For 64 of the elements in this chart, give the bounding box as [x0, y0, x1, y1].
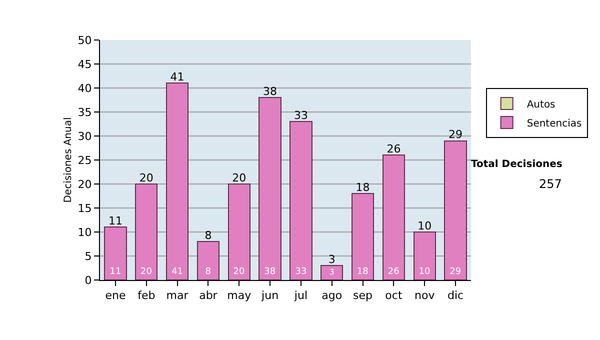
x-tick-label: oct: [385, 289, 403, 302]
data-label: 10: [418, 267, 430, 277]
y-tick-label: 20: [78, 178, 92, 191]
data-label: 18: [356, 267, 369, 277]
total-label: 41: [170, 70, 184, 84]
y-tick-label: 50: [78, 34, 92, 47]
bar: [228, 184, 250, 280]
y-tick-label: 5: [84, 250, 92, 263]
y-tick-label: 0: [84, 274, 92, 287]
y-tick-label: 40: [78, 82, 92, 95]
bar: [196, 241, 220, 280]
bar: [166, 82, 189, 280]
y-axis-title: Decisiones Anual: [62, 117, 74, 203]
total-label: 26: [386, 142, 401, 156]
y-tick-label: 25: [78, 154, 92, 167]
data-label: 38: [264, 267, 276, 277]
data-label: 29: [450, 267, 462, 277]
total-label: 20: [232, 171, 246, 184]
x-tick-label: abr: [199, 289, 218, 302]
total-label: 20: [139, 171, 154, 184]
x-tick-label: mar: [166, 289, 189, 302]
data-label: 20: [233, 267, 245, 277]
bar: [444, 140, 467, 280]
y-tick-label: 45: [78, 58, 92, 71]
total-label: 18: [356, 180, 370, 194]
bar: [290, 121, 312, 280]
x-tick-label: ago: [322, 289, 342, 302]
annotation: Total Decisiones: [471, 159, 562, 170]
bar: [135, 184, 158, 280]
data-label: 26: [388, 267, 400, 277]
data-label: 33: [295, 267, 307, 277]
total-label: 3: [328, 252, 336, 266]
x-tick-label: may: [227, 289, 252, 302]
bar: [382, 154, 406, 280]
x-tick-label: ene: [105, 289, 126, 302]
total-label: 10: [418, 219, 432, 232]
bar: [351, 193, 374, 280]
y-tick-label: 35: [78, 106, 92, 119]
legend-label: Autos: [526, 99, 556, 110]
total-label: 11: [108, 214, 122, 228]
x-tick-label: dic: [447, 289, 464, 302]
data-label: 11: [110, 267, 122, 277]
total-label: 33: [294, 108, 308, 122]
data-label: 20: [140, 267, 152, 277]
total-label: 8: [204, 228, 212, 242]
text: 257: [539, 177, 562, 191]
y-tick-label: 30: [78, 130, 92, 143]
data-label: 41: [172, 267, 184, 277]
bar: [258, 97, 282, 280]
x-tick-label: sep: [353, 289, 373, 302]
x-tick-label: jun: [260, 289, 279, 302]
y-tick-label: 15: [78, 202, 92, 215]
x-tick-label: nov: [414, 289, 436, 302]
bar: [320, 265, 344, 280]
legend-label: Sentencias: [526, 118, 582, 130]
x-tick-label: feb: [138, 289, 156, 302]
x-tick-label: jul: [293, 289, 308, 302]
bar: [413, 232, 436, 280]
data-label: 8: [205, 267, 212, 277]
bar: [104, 226, 127, 280]
total-label: 38: [263, 84, 278, 98]
data-label: 3: [329, 267, 334, 276]
y-tick-label: 10: [78, 226, 92, 239]
total-label: 29: [448, 128, 463, 142]
